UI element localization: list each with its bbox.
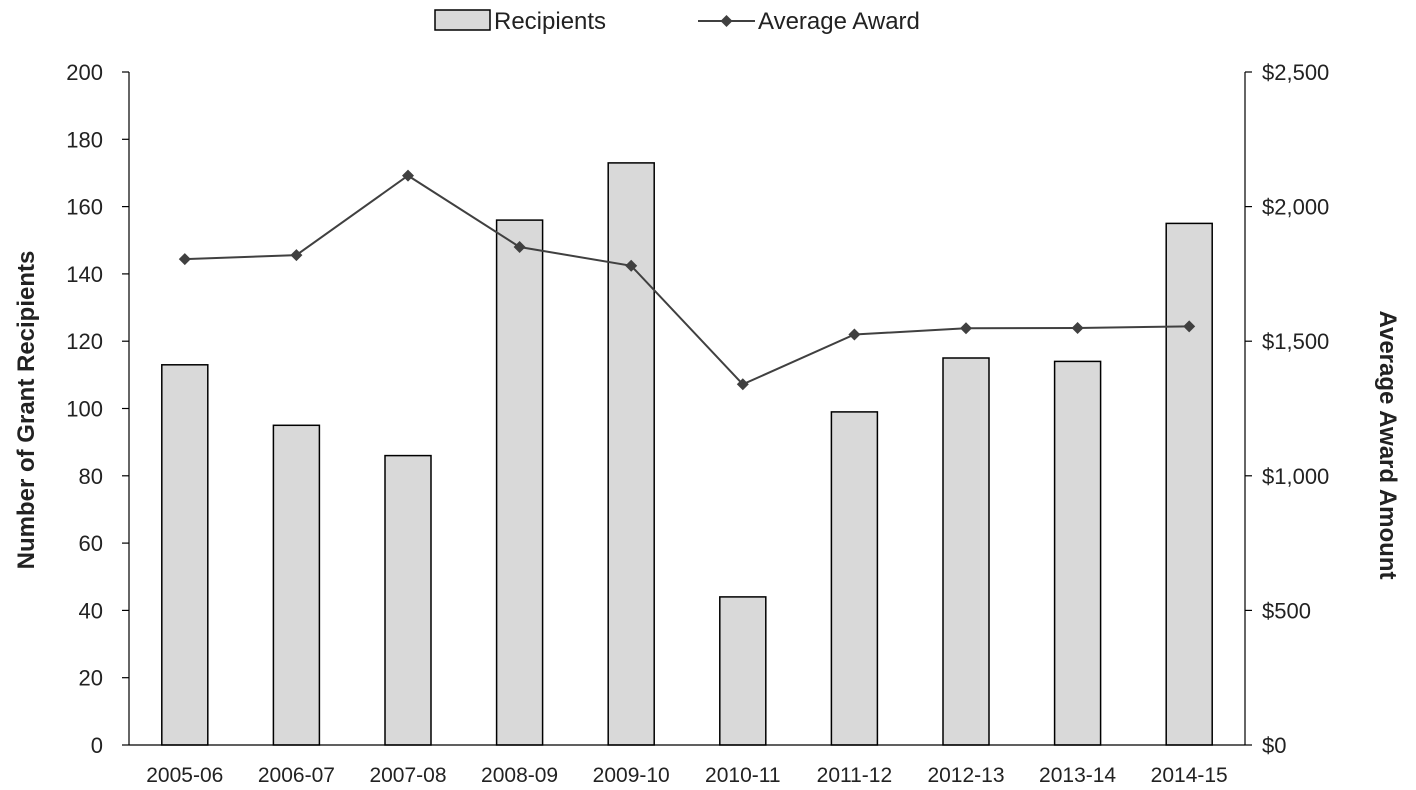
bar-recipients bbox=[607, 162, 655, 746]
bar-recipients bbox=[272, 424, 321, 746]
point-average-award bbox=[1183, 320, 1196, 333]
x-tick-label: 2005-06 bbox=[146, 764, 223, 787]
bar-recipients bbox=[719, 596, 767, 746]
y-tick-label: 120 bbox=[66, 329, 103, 354]
axes bbox=[122, 71, 1252, 746]
y-tick-label: 80 bbox=[79, 464, 103, 489]
x-tick-label: 2009-10 bbox=[593, 764, 670, 787]
y-tick-label: 0 bbox=[91, 733, 103, 758]
point-average-award bbox=[290, 249, 303, 262]
point-average-award bbox=[736, 378, 749, 391]
bar-recipients bbox=[1053, 360, 1102, 746]
legend-swatch-recipients bbox=[434, 9, 491, 31]
y-tick-label: 180 bbox=[66, 127, 103, 152]
x-tick-label: 2007-08 bbox=[369, 764, 446, 787]
line-series-group bbox=[178, 169, 1196, 391]
y2-tick-label: $2,500 bbox=[1262, 60, 1329, 85]
y2-axis-title: Average Award Amount bbox=[1374, 311, 1401, 580]
point-average-award bbox=[960, 322, 972, 335]
point-average-award bbox=[513, 241, 526, 253]
bar-group bbox=[161, 162, 1213, 746]
bar-recipients bbox=[830, 411, 879, 746]
x-tick-label: 2014-15 bbox=[1151, 764, 1228, 787]
line-average-award bbox=[184, 174, 1190, 386]
y2-tick-label: $1,000 bbox=[1262, 464, 1329, 489]
y-tick-label: 100 bbox=[66, 397, 103, 422]
x-tick-label: 2012-13 bbox=[927, 764, 1004, 787]
legend-marker-average-award bbox=[720, 15, 733, 27]
legend-label-recipients: Recipients bbox=[494, 8, 606, 35]
point-average-award bbox=[848, 328, 861, 341]
point-average-award bbox=[1071, 322, 1084, 334]
y-tick-label: 200 bbox=[66, 60, 103, 85]
tick-labels: 0 20 40 60 80 100 120 140 160 180 200 $0 $500 $1,000 $… bbox=[66, 60, 1329, 787]
y2-tick-label: $0 bbox=[1262, 733, 1286, 758]
y2-tick-label: $500 bbox=[1262, 598, 1311, 623]
legend-label-average-award: Average Award bbox=[758, 8, 920, 35]
y2-tick-label: $2,000 bbox=[1262, 195, 1329, 220]
x-tick-label: 2006-07 bbox=[258, 764, 335, 787]
point-average-award bbox=[178, 253, 191, 266]
y-tick-label: 60 bbox=[79, 531, 103, 556]
x-tick-label: 2011-12 bbox=[817, 764, 893, 787]
y-axis-title: Number of Grant Recipients bbox=[13, 251, 40, 570]
bar-recipients bbox=[495, 219, 544, 746]
y2-tick-label: $1,500 bbox=[1262, 329, 1329, 354]
bar-recipients bbox=[942, 357, 990, 746]
y-tick-label: 40 bbox=[79, 598, 103, 623]
x-tick-label: 2013-14 bbox=[1039, 764, 1116, 787]
bar-recipients bbox=[384, 454, 432, 746]
y-tick-label: 160 bbox=[66, 195, 103, 220]
x-tick-label: 2010-11 bbox=[705, 764, 781, 787]
y-tick-label: 20 bbox=[79, 666, 103, 691]
y-tick-label: 140 bbox=[66, 262, 103, 287]
point-average-award bbox=[625, 259, 638, 272]
bar-recipients bbox=[161, 364, 209, 746]
point-average-award bbox=[402, 169, 414, 182]
bar-recipients bbox=[1165, 222, 1213, 746]
x-tick-label: 2008-09 bbox=[481, 764, 558, 787]
legend: Recipients Average Award bbox=[434, 8, 920, 35]
